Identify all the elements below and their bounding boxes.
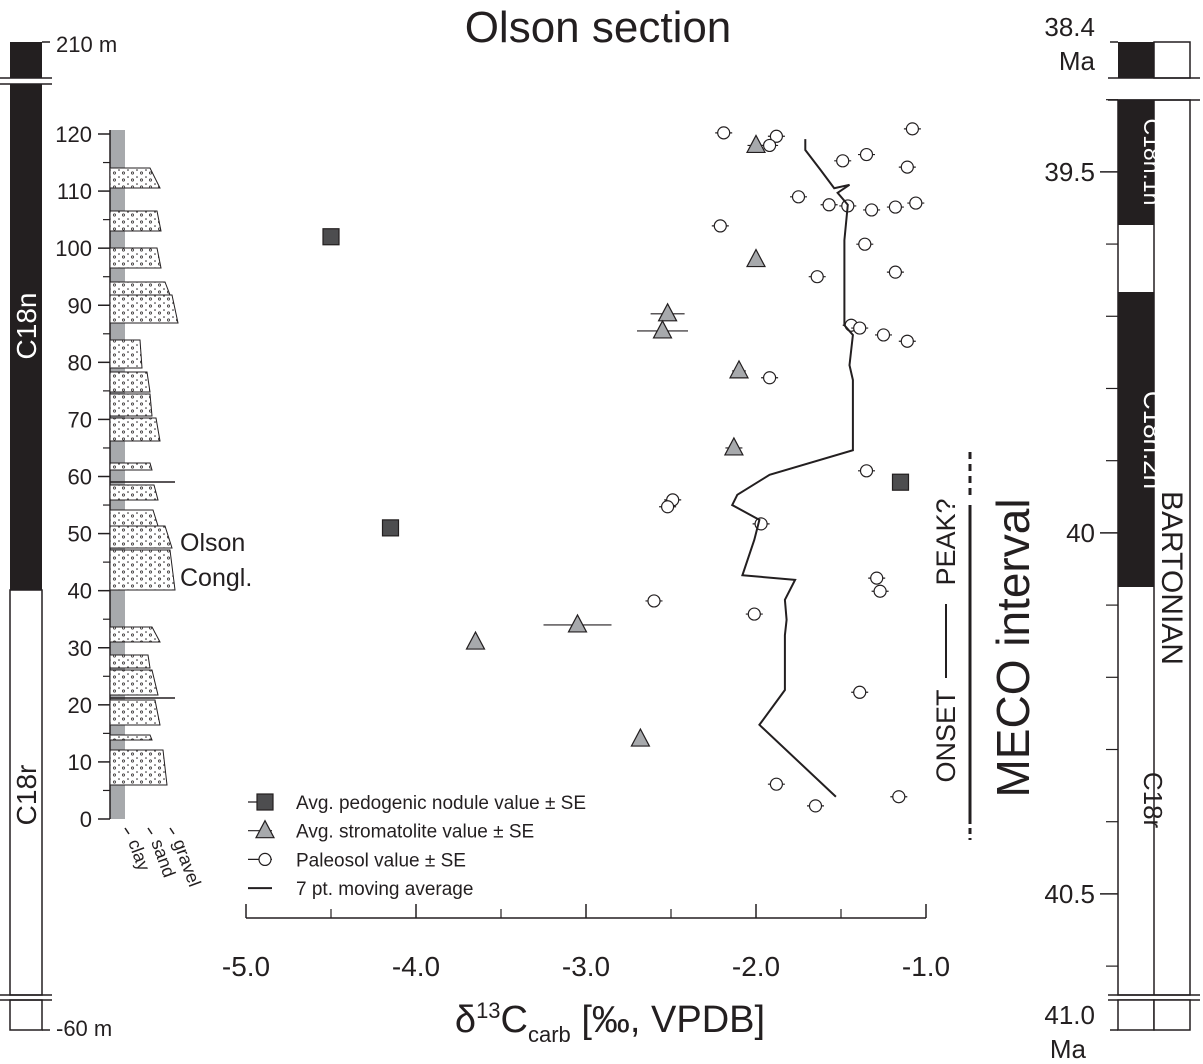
circle-point	[888, 265, 903, 279]
lithology-note: Olson	[180, 529, 245, 557]
circle-point	[859, 147, 874, 162]
meco-bracket	[945, 452, 972, 840]
x-axis-label: δ13Ccarb [‰, VPDB]	[455, 998, 765, 1047]
circle-point	[853, 321, 867, 335]
chron-label: C18n.2n	[1138, 391, 1168, 489]
legend-label: Avg. pedogenic nodule value ± SE	[296, 793, 586, 814]
magneto-top: 210 m	[56, 32, 117, 57]
circle-point	[870, 571, 884, 585]
y-tick-label: 0	[80, 807, 92, 832]
circle-point	[888, 200, 903, 214]
circle-point	[769, 129, 784, 143]
y-tick-label: 110	[57, 179, 92, 204]
magneto-bottom: -60 m	[56, 1016, 112, 1041]
circle-point	[900, 334, 914, 348]
age-top-label: Ma	[1059, 46, 1096, 76]
circle-point	[858, 237, 872, 251]
circle-point	[836, 154, 850, 168]
x-tick-label: -5.0	[222, 951, 270, 982]
age-column	[1108, 41, 1200, 1031]
triangle-point	[567, 613, 588, 633]
triangle-point	[652, 319, 673, 339]
age-bottom-label: Ma	[1050, 1034, 1087, 1064]
legend-label: Avg. stromatolite value ± SE	[296, 822, 534, 843]
y-tick-label: 20	[68, 693, 92, 718]
circle-point	[717, 126, 731, 140]
meco-label: MECO interval	[987, 498, 1039, 797]
lithology-note: Congl.	[180, 564, 252, 592]
circle-point	[647, 594, 661, 608]
circle-point	[791, 190, 806, 204]
circle-point	[864, 203, 879, 217]
age-tick-label: 39.5	[1044, 157, 1095, 187]
chron-label: C18r	[1138, 772, 1168, 829]
circle-point	[822, 198, 836, 212]
circle-point	[905, 122, 920, 136]
chron-label: C18n	[11, 293, 42, 360]
x-tick-label: -3.0	[562, 951, 610, 982]
circle-point	[873, 584, 887, 598]
y-tick-label: 70	[68, 407, 92, 432]
chron-label: C18r	[11, 765, 42, 826]
legend-label: 7 pt. moving average	[296, 879, 473, 900]
lithology-column	[109, 130, 179, 835]
y-tick-label: 90	[68, 293, 92, 318]
circle-point	[892, 790, 906, 804]
x-tick-label: -1.0	[902, 951, 950, 982]
age-tick-label: 40.5	[1044, 879, 1095, 909]
triangle-point	[746, 248, 766, 268]
y-tick-label: 30	[68, 636, 92, 661]
legend-marker	[256, 793, 274, 811]
triangle-point	[657, 302, 678, 322]
y-tick-label: 80	[68, 350, 92, 375]
age-tick-label: 40	[1066, 518, 1095, 548]
legend-marker	[255, 819, 275, 839]
y-tick-label: 50	[68, 522, 92, 547]
y-tick-label: 10	[68, 750, 92, 775]
age-bottom-label: 41.0	[1044, 1000, 1095, 1030]
triangle-point	[465, 630, 486, 650]
onset-label: ONSET	[931, 689, 961, 782]
triangle-point	[729, 359, 749, 379]
circle-point	[762, 138, 777, 153]
age-top-label: 38.4	[1044, 12, 1095, 42]
circle-point	[713, 219, 727, 233]
legend-label: Paleosol value ± SE	[296, 850, 466, 871]
triangle-point	[746, 134, 766, 154]
circle-point	[769, 777, 784, 791]
y-tick-label: 120	[55, 122, 92, 147]
circle-point	[808, 799, 823, 813]
y-tick-label: 100	[55, 236, 92, 261]
stage-label: BARTONIAN	[1155, 491, 1188, 665]
peak-label: PEAK?	[931, 498, 961, 585]
circle-point	[909, 196, 923, 210]
triangle-point	[723, 436, 744, 456]
magneto-column	[0, 41, 52, 1031]
y-tick-label: 60	[68, 465, 92, 490]
triangle-point	[630, 727, 651, 747]
chron-label: C18n.1n	[1139, 119, 1165, 206]
x-tick-label: -2.0	[732, 951, 780, 982]
chart-title: Olson section	[465, 3, 732, 52]
circle-point	[762, 371, 777, 385]
y-tick-label: 40	[68, 579, 92, 604]
square-point	[891, 473, 910, 491]
circle-point	[660, 500, 675, 514]
circle-point	[859, 464, 874, 478]
square-point	[381, 519, 400, 537]
square-point	[322, 228, 340, 246]
circle-point	[810, 270, 824, 284]
moving-average-line	[730, 139, 854, 798]
circle-point	[900, 160, 914, 174]
x-tick-label: -4.0	[392, 951, 440, 982]
circle-point	[853, 685, 867, 699]
circle-point	[876, 328, 891, 342]
legend-marker	[258, 852, 272, 867]
circle-point	[747, 607, 761, 621]
